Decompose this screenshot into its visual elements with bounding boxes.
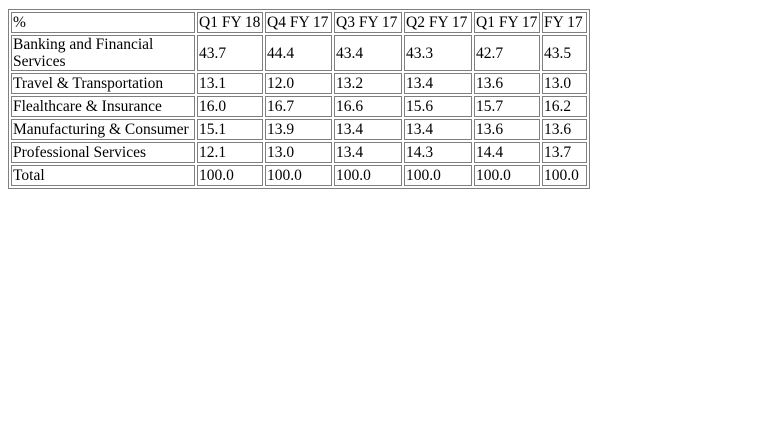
table-row: Banking and Financial Services 43.7 44.4… <box>11 35 587 71</box>
table-cell: 13.6 <box>474 119 540 140</box>
row-label: Banking and Financial Services <box>11 35 195 71</box>
table-cell: 16.7 <box>265 96 332 117</box>
table-cell: 15.6 <box>404 96 472 117</box>
row-label: Total <box>11 165 195 186</box>
column-header: Q1 FY 18 <box>197 12 263 33</box>
column-header: Q3 FY 17 <box>334 12 402 33</box>
table-cell: 13.4 <box>404 119 472 140</box>
table-cell: 43.3 <box>404 35 472 71</box>
table-cell: 13.6 <box>542 119 587 140</box>
corner-header: % <box>11 12 195 33</box>
table-cell: 13.9 <box>265 119 332 140</box>
table-cell: 43.7 <box>197 35 263 71</box>
table-cell: 13.0 <box>265 142 332 163</box>
table-cell: 13.4 <box>404 73 472 94</box>
table-cell: 44.4 <box>265 35 332 71</box>
table-cell: 100.0 <box>334 165 402 186</box>
revenue-share-table-container: % Q1 FY 18 Q4 FY 17 Q3 FY 17 Q2 FY 17 Q1… <box>8 9 590 189</box>
table-cell: 100.0 <box>265 165 332 186</box>
table-cell: 100.0 <box>474 165 540 186</box>
table-cell: 43.4 <box>334 35 402 71</box>
table-row: Flealthcare & Insurance 16.0 16.7 16.6 1… <box>11 96 587 117</box>
column-header: Q1 FY 17 <box>474 12 540 33</box>
table-cell: 13.4 <box>334 119 402 140</box>
table-row: Travel & Transportation 13.1 12.0 13.2 1… <box>11 73 587 94</box>
table-cell: 13.7 <box>542 142 587 163</box>
column-header: Q4 FY 17 <box>265 12 332 33</box>
table-cell: 13.6 <box>474 73 540 94</box>
table-cell: 15.1 <box>197 119 263 140</box>
row-label: Professional Services <box>11 142 195 163</box>
table-cell: 15.7 <box>474 96 540 117</box>
table-cell: 13.2 <box>334 73 402 94</box>
table-cell: 43.5 <box>542 35 587 71</box>
row-label: Manufacturing & Consumer <box>11 119 195 140</box>
table-cell: 13.0 <box>542 73 587 94</box>
table-cell: 12.1 <box>197 142 263 163</box>
total-row: Total 100.0 100.0 100.0 100.0 100.0 100.… <box>11 165 587 186</box>
table-cell: 100.0 <box>542 165 587 186</box>
table-cell: 13.1 <box>197 73 263 94</box>
table-cell: 16.2 <box>542 96 587 117</box>
column-header: FY 17 <box>542 12 587 33</box>
table-cell: 100.0 <box>197 165 263 186</box>
table-cell: 14.3 <box>404 142 472 163</box>
table-cell: 100.0 <box>404 165 472 186</box>
row-label: Flealthcare & Insurance <box>11 96 195 117</box>
revenue-share-table: % Q1 FY 18 Q4 FY 17 Q3 FY 17 Q2 FY 17 Q1… <box>8 9 590 189</box>
header-row: % Q1 FY 18 Q4 FY 17 Q3 FY 17 Q2 FY 17 Q1… <box>11 12 587 33</box>
table-cell: 14.4 <box>474 142 540 163</box>
table-row: Professional Services 12.1 13.0 13.4 14.… <box>11 142 587 163</box>
table-row: Manufacturing & Consumer 15.1 13.9 13.4 … <box>11 119 587 140</box>
table-cell: 16.0 <box>197 96 263 117</box>
table-cell: 16.6 <box>334 96 402 117</box>
table-cell: 12.0 <box>265 73 332 94</box>
table-cell: 13.4 <box>334 142 402 163</box>
table-cell: 42.7 <box>474 35 540 71</box>
row-label: Travel & Transportation <box>11 73 195 94</box>
column-header: Q2 FY 17 <box>404 12 472 33</box>
